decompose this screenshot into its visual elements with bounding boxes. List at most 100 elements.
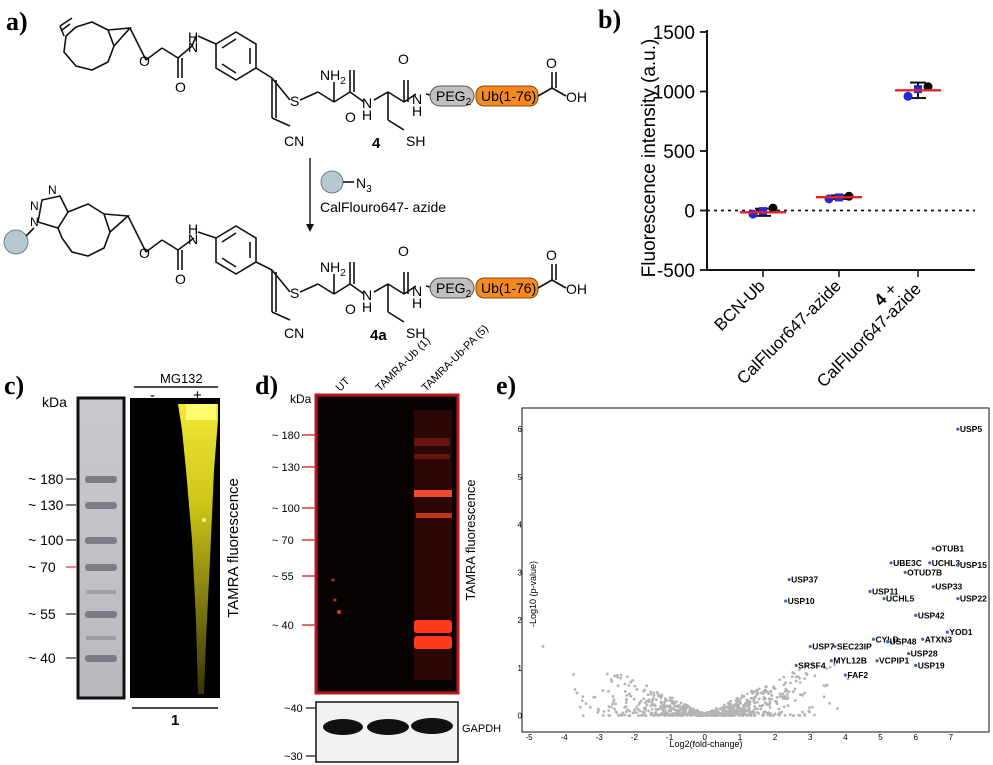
probe-circle <box>320 170 344 194</box>
background-point <box>759 691 763 695</box>
labeled-point <box>875 659 879 663</box>
labeled-point <box>889 561 893 565</box>
background-point <box>710 711 714 714</box>
atom-oh: OH <box>566 89 587 105</box>
atom-o: O <box>139 53 150 69</box>
atom-oh: OH <box>566 281 587 297</box>
band-130 <box>414 490 452 497</box>
x-tick-label: -3 <box>596 733 604 742</box>
background-point <box>685 705 689 709</box>
background-point <box>584 702 588 705</box>
ladder-band <box>85 564 117 571</box>
atom-o: O <box>546 247 557 263</box>
kda-label: kDa <box>290 392 312 406</box>
x-tick-label: -1 <box>666 733 674 742</box>
background-point <box>541 645 545 648</box>
ladder-gel <box>76 396 126 700</box>
background-point <box>782 705 786 709</box>
y-tick-label: 0 <box>684 202 695 223</box>
background-point <box>791 690 795 694</box>
protein-label: USP48 <box>890 637 917 647</box>
protein-label: OTUD7B <box>907 567 942 577</box>
background-point <box>628 709 632 713</box>
background-point <box>615 673 619 677</box>
protein-label: UCHL5 <box>886 594 915 604</box>
background-point <box>602 710 606 713</box>
background-point <box>646 693 650 697</box>
atom-n: N <box>362 287 372 303</box>
protein-label: SRSF4 <box>798 661 826 671</box>
marker-label: ~ 55 <box>272 571 294 583</box>
background-point <box>739 701 742 705</box>
data-point <box>748 209 758 219</box>
atom-s: S <box>290 93 299 109</box>
protein-label: USP11 <box>872 586 899 596</box>
atom-cn: CN <box>284 133 304 149</box>
background-point <box>625 675 629 679</box>
background-point <box>624 705 628 708</box>
background-point <box>833 663 836 667</box>
marker-label: ~ 100 <box>272 503 300 515</box>
background-point <box>803 677 807 680</box>
speck <box>333 598 337 602</box>
labeled-point <box>808 644 812 649</box>
y-tick-label: 4 <box>518 521 523 530</box>
panel-c: c) kDa ~ 180 ~ 130 ~ 100 ~ 70 ~ 55 ~ 40 MG132… <box>4 371 242 729</box>
x-tick-label: 2 <box>773 733 778 742</box>
ladder-band <box>85 537 117 544</box>
background-point <box>805 673 809 676</box>
background-point <box>778 692 782 696</box>
labeled-point <box>829 659 833 663</box>
stacking-band <box>186 404 216 420</box>
y-tick-label: 500 <box>663 142 695 163</box>
background-point <box>757 687 761 691</box>
background-point <box>596 711 600 714</box>
lane-minus: - <box>150 387 155 404</box>
ladder-band <box>86 590 116 594</box>
y-tick-label: -500 <box>657 261 695 282</box>
labeled-point <box>956 563 960 567</box>
volcano-frame <box>521 407 990 733</box>
background-point <box>674 705 678 708</box>
background-point <box>581 695 585 699</box>
background-point <box>736 709 740 713</box>
background-point <box>754 695 757 698</box>
background-point <box>745 692 749 696</box>
background-point <box>653 704 657 708</box>
background-point <box>788 713 792 717</box>
background-point <box>607 713 611 717</box>
background-point <box>740 710 743 714</box>
background-point <box>619 673 623 677</box>
atom-n: N <box>30 215 39 229</box>
background-point <box>596 707 600 711</box>
background-point <box>601 689 605 692</box>
labeled-point <box>882 597 886 601</box>
background-point <box>745 713 749 717</box>
background-point <box>803 712 806 716</box>
background-point <box>781 692 785 696</box>
compound-4-label: 4 <box>372 135 381 152</box>
background-point <box>681 704 685 708</box>
background-point <box>683 712 687 716</box>
ladder-band <box>85 476 117 483</box>
background-point <box>723 713 727 717</box>
background-point <box>749 696 753 700</box>
background-point <box>794 679 798 683</box>
background-point <box>611 694 615 698</box>
atom-h: H <box>362 299 372 315</box>
y-tick-label: 0 <box>518 712 523 721</box>
protein-label: USP5 <box>960 424 982 434</box>
background-points <box>541 645 850 718</box>
probe-circle <box>3 229 29 255</box>
protein-label: OTUB1 <box>935 544 964 554</box>
band-40-upper <box>414 620 452 633</box>
lane-label: UT <box>334 375 353 394</box>
labeled-point <box>871 637 876 641</box>
ubiquitin-smear <box>178 404 218 694</box>
protein-label: VCPIP1 <box>879 656 910 666</box>
background-point <box>620 713 624 717</box>
background-point <box>609 678 613 682</box>
background-point <box>607 689 610 693</box>
marker-label: ~ 40 <box>272 620 294 632</box>
background-point <box>789 681 792 685</box>
